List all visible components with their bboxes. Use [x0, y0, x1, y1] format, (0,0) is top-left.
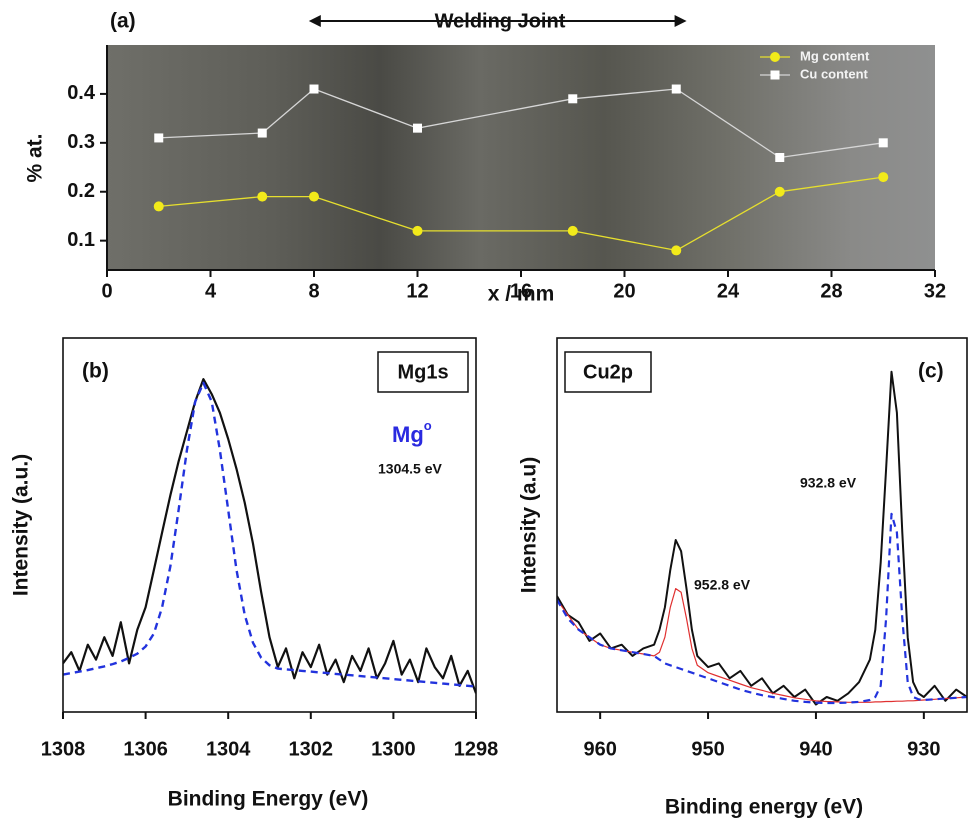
plot-frame — [556, 337, 968, 713]
x-tick-label: 24 — [717, 280, 740, 302]
legend-marker — [770, 70, 780, 80]
x-axis-label: x / mm — [488, 283, 555, 306]
peak-label: 932.8 eV — [800, 475, 857, 491]
arrow-head — [674, 15, 687, 27]
peak-label: 952.8 eV — [694, 577, 751, 593]
legend-marker — [770, 52, 780, 62]
marker — [774, 186, 785, 197]
x-tick-label: 930 — [907, 738, 940, 760]
species-label: Mgo — [392, 418, 432, 446]
marker — [775, 153, 785, 162]
series-line — [557, 370, 967, 706]
label-box — [377, 351, 469, 393]
series-line — [63, 381, 476, 688]
series-line — [158, 176, 884, 252]
series-line — [557, 588, 967, 703]
label-box — [564, 351, 652, 393]
x-axis-label: Binding Energy (eV) — [168, 788, 369, 811]
marker — [878, 172, 889, 183]
legend-label: Cu content — [800, 66, 869, 81]
marker — [154, 133, 164, 143]
marker — [568, 94, 578, 104]
species: Mg — [392, 422, 424, 447]
peak-label: 1304.5 eV — [378, 461, 442, 477]
y-tick-label: 0.1 — [67, 229, 95, 251]
box-label: Cu2p — [583, 361, 633, 383]
x-tick-label: 0 — [101, 280, 112, 302]
x-tick-label: 1298 — [454, 738, 499, 760]
x-tick-label: 1304 — [206, 738, 251, 760]
plot-frame — [62, 337, 477, 713]
marker — [671, 245, 682, 256]
plot-area — [158, 88, 884, 252]
y-axis-label: Intensity (a.u.) — [10, 454, 33, 596]
series-line — [63, 378, 476, 694]
x-tick-label: 28 — [820, 280, 842, 302]
species-sup: o — [424, 418, 432, 433]
y-axis-label: Intensity (a.u) — [518, 457, 541, 594]
x-tick-label: 1300 — [371, 738, 416, 760]
x-axis-label: Binding energy (eV) — [665, 796, 863, 819]
x-tick-label: 12 — [406, 280, 428, 302]
x-tick-label: 950 — [691, 738, 724, 760]
y-axis-label: % at. — [24, 133, 47, 182]
y-tick-label: 0.4 — [67, 82, 96, 104]
marker — [309, 191, 319, 202]
x-tick-label: 960 — [583, 738, 616, 760]
marker — [878, 138, 888, 148]
box-label: Mg1s — [397, 361, 448, 383]
x-tick-label: 1302 — [289, 738, 334, 760]
legend-label: Mg content — [800, 48, 870, 63]
marker — [257, 128, 267, 138]
marker — [413, 123, 422, 133]
marker — [257, 191, 268, 202]
x-tick-label: 1306 — [123, 738, 168, 760]
series-line — [557, 512, 967, 705]
y-tick-label: 0.2 — [67, 180, 95, 202]
x-tick-label: 4 — [205, 280, 217, 302]
marker — [671, 84, 681, 94]
x-tick-label: 940 — [799, 738, 832, 760]
arrow-head — [308, 15, 321, 27]
x-tick-label: 8 — [308, 280, 319, 302]
panel-label: (a) — [110, 10, 136, 33]
marker — [153, 201, 164, 212]
x-tick-label: 1308 — [41, 738, 86, 760]
sample-photo — [107, 45, 935, 270]
panel-label: (b) — [82, 360, 109, 383]
x-tick-label: 32 — [924, 280, 946, 302]
panel-label: (c) — [918, 360, 944, 383]
series-line — [158, 88, 884, 159]
plot-area — [557, 370, 967, 706]
y-tick-label: 0.3 — [67, 131, 95, 153]
x-tick-label: 16 — [510, 280, 532, 302]
marker — [309, 84, 319, 94]
plot-area — [63, 378, 476, 694]
marker — [567, 225, 578, 236]
x-tick-label: 20 — [613, 280, 635, 302]
marker — [412, 225, 423, 236]
